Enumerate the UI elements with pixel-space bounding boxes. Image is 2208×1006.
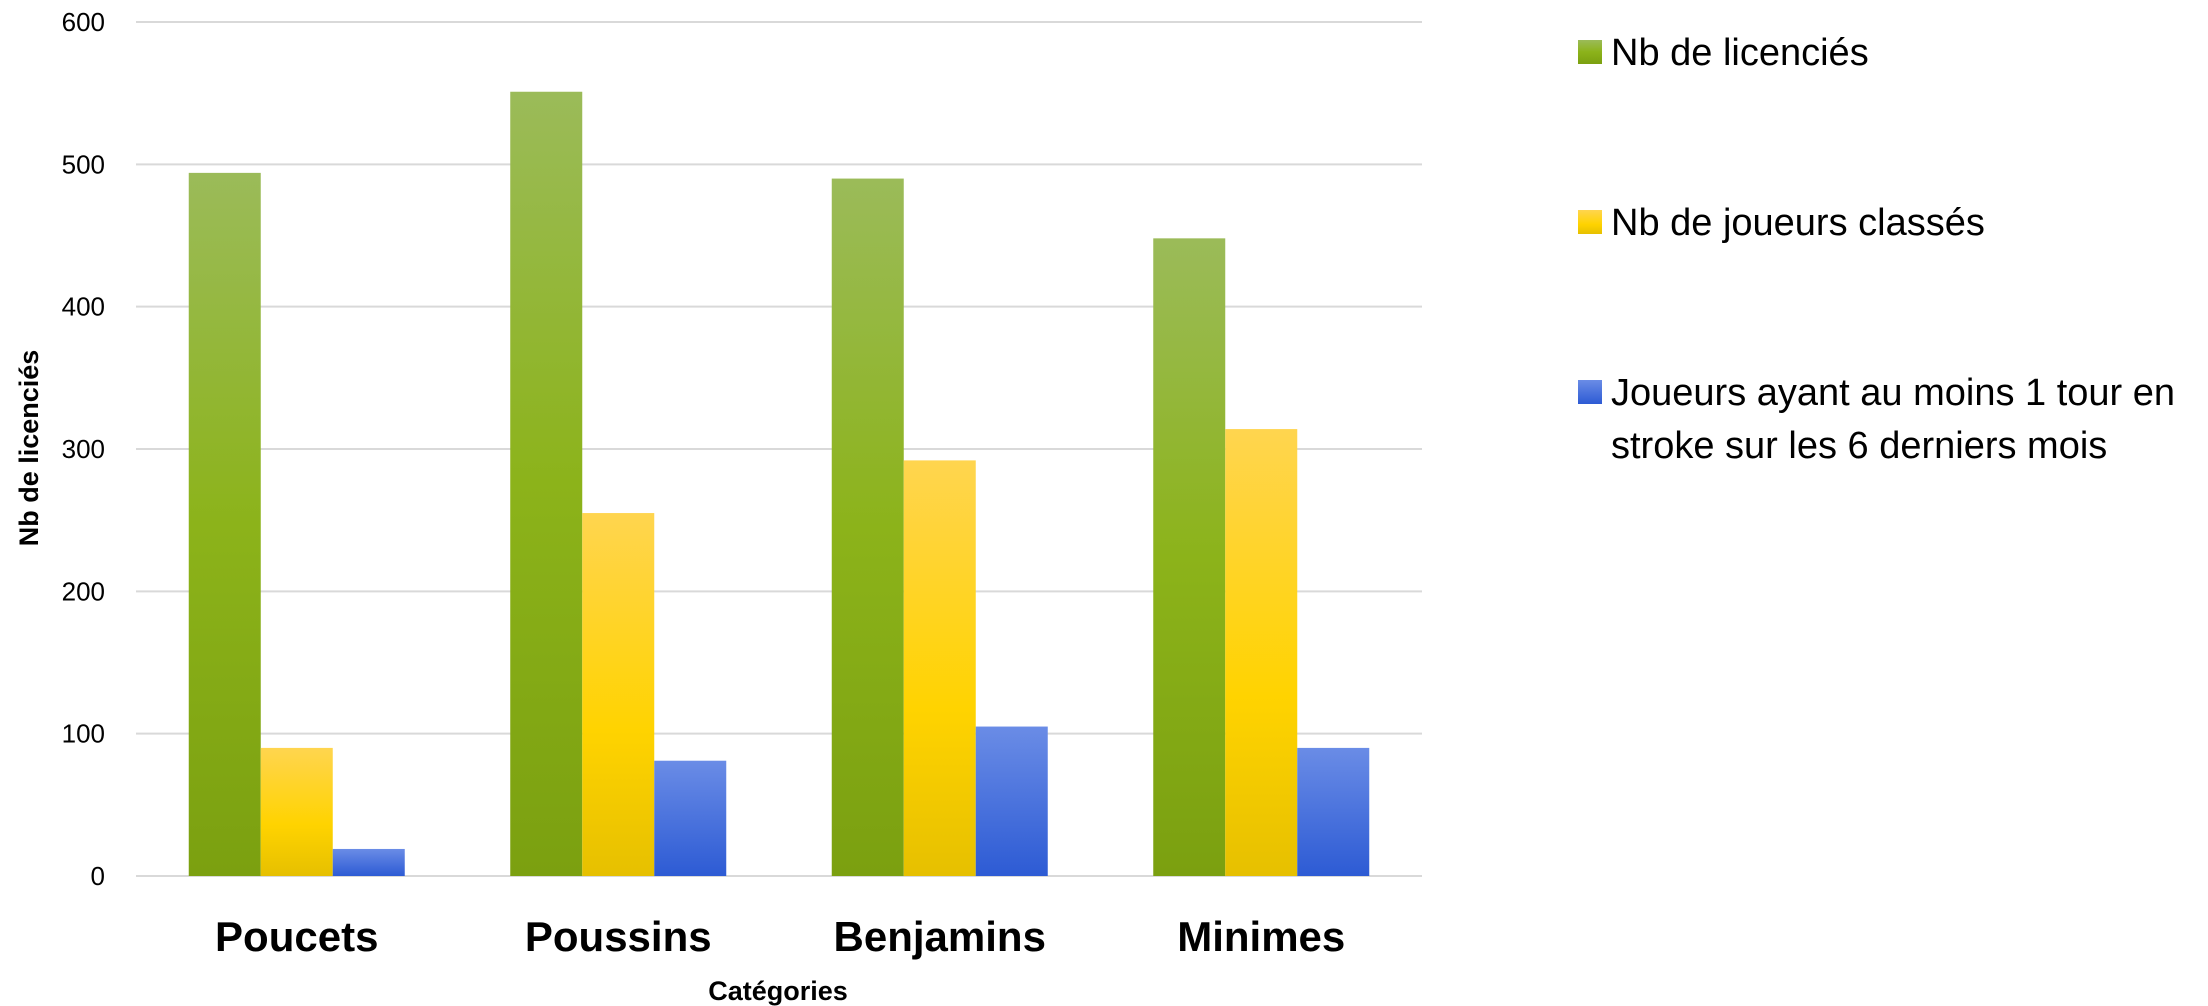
bar-poucets-series-1 [188,172,261,876]
bar-poucets-series-2 [260,747,333,876]
bar-benjamins-series-2 [903,460,976,876]
x-axis-title: Catégories [708,976,848,1006]
bar-benjamins-series-1 [831,178,904,877]
bar-poussins-series-1 [510,91,583,876]
y-tick-label: 300 [62,434,105,464]
gridlines [136,21,1422,877]
legend-item-1: Nb de licenciés [1578,32,1869,74]
bar-poussins-series-2 [582,513,655,876]
bar-minimes-series-1 [1153,238,1226,876]
bar-benjamins-series-3 [975,726,1048,876]
category-label: Minimes [1177,913,1345,960]
legend-label: Nb de joueurs classés [1611,202,1985,244]
category-label: Poussins [525,913,712,960]
legend-swatch [1578,380,1602,404]
y-axis-ticks: 0 100 200 300 400 500 600 [62,7,105,891]
y-tick-label: 400 [62,292,105,322]
legend-label: Joueurs ayant au moins 1 tour en stroke s… [1611,372,2175,467]
legend-item-3: Joueurs ayant au moins 1 tour en stroke s… [1578,372,2175,467]
bar-poussins-series-3 [654,760,727,876]
legend-swatch [1578,210,1602,234]
category-label: Benjamins [834,913,1046,960]
legend-label: Nb de licenciés [1611,32,1869,74]
x-axis-categories: Poucets Poussins Benjamins Minimes [215,913,1345,960]
bar-poucets-series-3 [332,848,405,876]
legend-swatch [1578,40,1602,64]
bar-minimes-series-3 [1297,747,1370,876]
bars [188,91,1370,877]
y-axis-title: Nb de licenciés [14,350,44,547]
y-tick-label: 100 [62,719,105,749]
legend-item-2: Nb de joueurs classés [1578,202,1985,244]
y-tick-label: 500 [62,149,105,179]
y-tick-label: 200 [62,576,105,606]
bar-minimes-series-2 [1225,429,1298,876]
category-label: Poucets [215,913,378,960]
y-tick-label: 0 [91,861,105,891]
legend: Nb de licenciés Nb de joueurs classés Joue… [1578,32,2175,467]
y-tick-label: 600 [62,7,105,37]
